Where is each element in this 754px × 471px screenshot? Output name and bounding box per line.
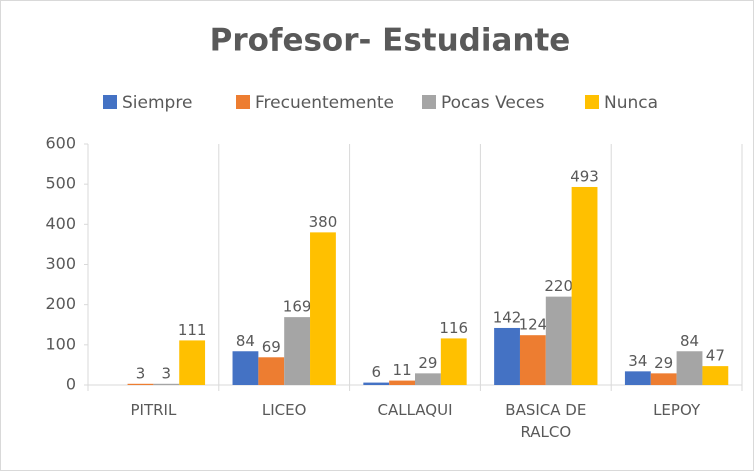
data-label: 493: [570, 167, 599, 185]
bar: [389, 380, 415, 385]
bar: [519, 335, 546, 385]
y-tick-label: 400: [45, 214, 76, 233]
y-tick-label: 300: [45, 254, 76, 273]
x-tick-label: PITRIL: [130, 401, 177, 419]
bar: [676, 351, 703, 385]
data-label: 84: [680, 332, 699, 350]
x-tick-label: CALLAQUI: [377, 401, 453, 419]
bar: [258, 357, 285, 385]
legend-swatch: [422, 95, 436, 109]
data-label: 3: [136, 364, 146, 382]
data-label: 84: [236, 332, 255, 350]
y-tick-label: 500: [45, 174, 76, 193]
legend-label: Pocas Veces: [441, 93, 545, 113]
data-label: 380: [309, 213, 338, 231]
legend-swatch: [103, 95, 117, 109]
legend-label: Nunca: [604, 93, 658, 113]
bar: [232, 351, 259, 385]
data-label: 29: [654, 354, 673, 372]
bar: [284, 317, 311, 385]
bar: [310, 232, 336, 385]
data-label: 47: [706, 347, 725, 365]
bar: [545, 296, 572, 385]
x-tick-label: LEPOY: [653, 401, 701, 419]
bar: [363, 382, 390, 385]
bar: [650, 373, 677, 385]
data-label: 169: [283, 298, 312, 316]
data-label: 6: [371, 363, 381, 381]
data-label: 111: [178, 321, 207, 339]
data-label: 116: [439, 319, 468, 337]
x-tick-label: BASICA DE RALCO: [505, 401, 587, 441]
legend-swatch: [236, 95, 250, 109]
bar: [127, 383, 154, 385]
y-tick-label: 200: [45, 294, 76, 313]
bar: [415, 373, 441, 385]
bar: [440, 338, 467, 385]
y-tick-label: 100: [45, 334, 76, 353]
data-label: 29: [418, 354, 437, 372]
legend-label: Siempre: [122, 93, 192, 113]
legend-label: Frecuentemente: [255, 93, 394, 113]
y-tick-label: 0: [66, 375, 76, 394]
bar: [494, 327, 520, 385]
chart-title: Profesor- Estudiante: [210, 23, 571, 59]
data-label: 11: [393, 361, 412, 379]
data-label: 69: [262, 338, 281, 356]
y-tick-label: 600: [45, 134, 76, 153]
data-label: 220: [544, 277, 573, 295]
legend-swatch: [585, 95, 599, 109]
bar: [571, 186, 598, 385]
data-label: 3: [162, 364, 172, 382]
x-tick-label: LICEO: [261, 401, 307, 419]
bar: [702, 366, 729, 385]
data-label: 34: [628, 352, 647, 370]
bar: [153, 383, 180, 385]
bar: [624, 371, 651, 385]
bar: [179, 340, 206, 385]
data-label: 142: [493, 308, 522, 326]
data-label: 124: [519, 316, 548, 334]
